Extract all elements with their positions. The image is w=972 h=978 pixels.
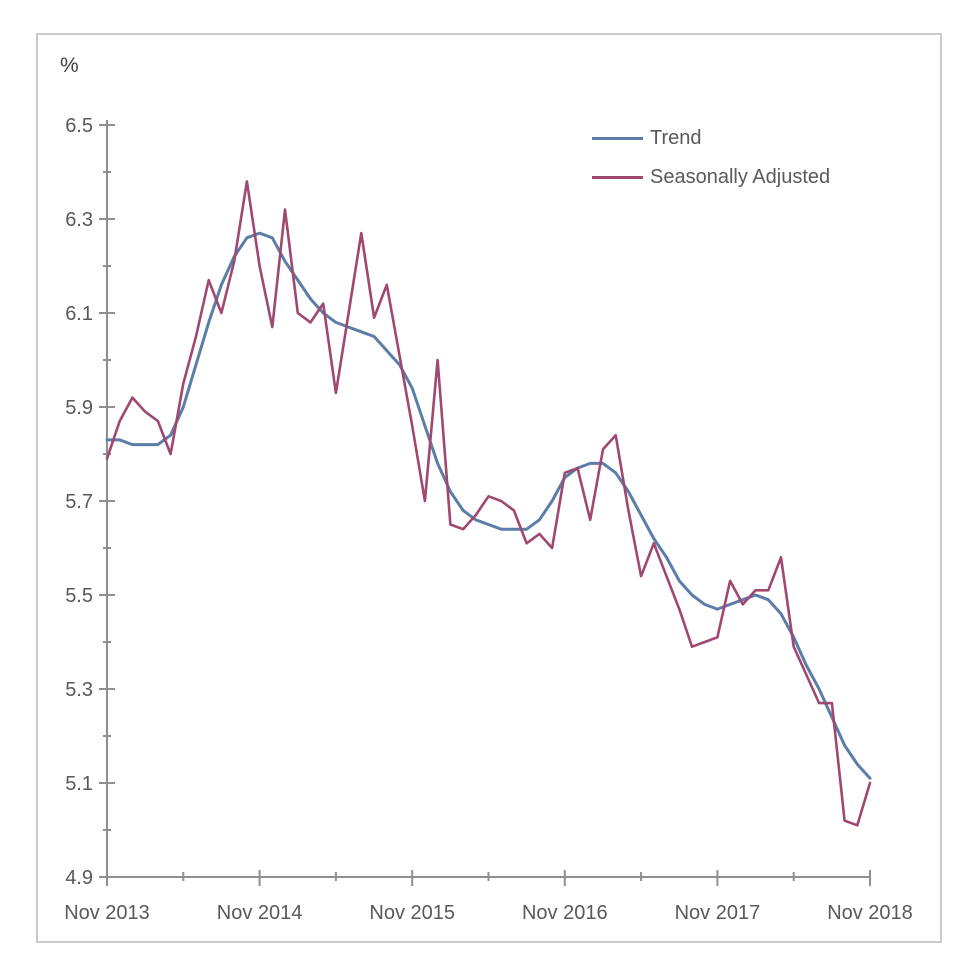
y-axis-tick-label: 5.7 (65, 491, 93, 513)
trend-line (105, 231, 872, 780)
x-axis-tick-label: Nov 2013 (64, 902, 150, 924)
legend-item-trend: Trend (592, 119, 830, 158)
y-axis-tick-label: 5.9 (65, 397, 93, 419)
y-axis-tick-label: 5.1 (65, 773, 93, 795)
y-axis-tick-label: 5.3 (65, 679, 93, 701)
y-axis-tick-label: 6.3 (65, 209, 93, 231)
x-axis-tick-label: Nov 2015 (369, 902, 455, 924)
legend-item-seasonally-adjusted: Seasonally Adjusted (592, 158, 830, 197)
y-axis-tick-label: 5.5 (65, 585, 93, 607)
seasonally-adjusted-line-swatch (592, 176, 643, 179)
legend-label-seasonally-adjusted: Seasonally Adjusted (650, 166, 831, 188)
x-axis-tick-label: Nov 2014 (217, 902, 303, 924)
chart-frame (36, 33, 942, 943)
y-axis-tick-label: 4.9 (65, 867, 93, 889)
y-axis-tick-label: 6.5 (65, 115, 93, 137)
x-axis-tick-label: Nov 2017 (675, 902, 761, 924)
trend-line-swatch (592, 137, 643, 140)
y-axis-tick-label: 6.1 (65, 303, 93, 325)
legend: Trend Seasonally Adjusted (592, 119, 830, 197)
y-axis-unit-label: % (60, 54, 79, 77)
x-axis-tick-label: Nov 2016 (522, 902, 608, 924)
legend-label-trend: Trend (650, 127, 702, 149)
x-axis-tick-label: Nov 2018 (827, 902, 913, 924)
seasonally-adjusted-line (105, 180, 872, 827)
